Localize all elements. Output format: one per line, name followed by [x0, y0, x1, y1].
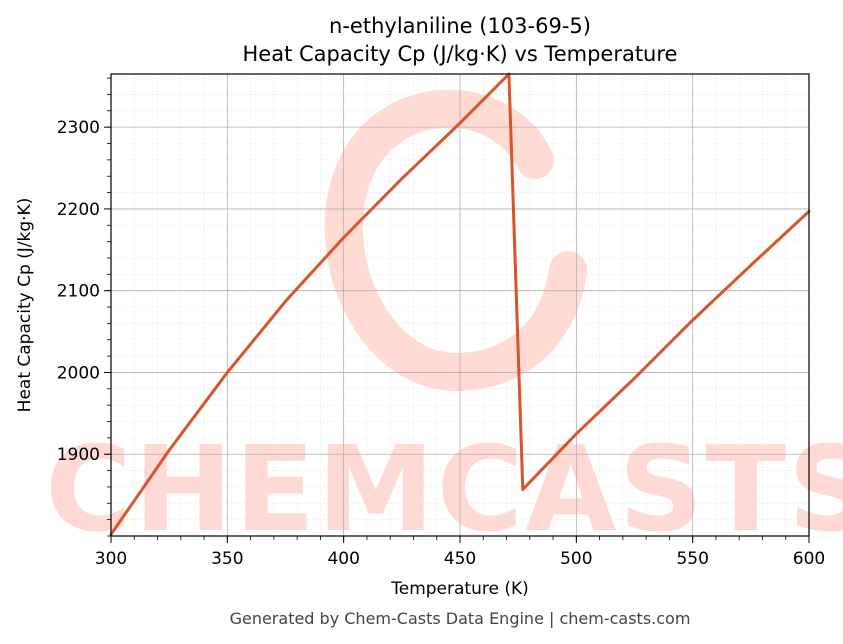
y-tick-label: 2100 — [57, 282, 100, 302]
series-line — [109, 72, 811, 536]
watermark-ring-icon — [324, 89, 587, 392]
series-layer — [109, 72, 811, 536]
y-tick-label: 2000 — [57, 363, 100, 383]
x-tick-label: 500 — [560, 549, 592, 569]
x-tick-label: 350 — [211, 549, 243, 569]
y-tick-label: 2300 — [57, 118, 100, 138]
x-tick-label: 400 — [327, 549, 359, 569]
y-tick-label: 2200 — [57, 200, 100, 220]
watermark-text: CHEMCASTS — [45, 420, 843, 558]
x-tick-label: 550 — [676, 549, 708, 569]
y-tick-label: 1900 — [57, 445, 100, 465]
footer-credit: Generated by Chem-Casts Data Engine | ch… — [230, 609, 691, 628]
y-axis-ticks: 1900 2000 2100 2200 2300 — [57, 77, 111, 537]
x-axis-label: Temperature (K) — [390, 579, 529, 599]
watermark-logo: CHEMCASTS — [45, 89, 843, 558]
y-axis-label: Heat Capacity Cp (J/kg·K) — [15, 198, 35, 413]
x-axis-ticks: 300 350 400 450 500 550 600 — [95, 536, 825, 569]
chart-title-line-2: Heat Capacity Cp (J/kg·K) vs Temperature — [243, 42, 678, 66]
x-tick-label: 450 — [444, 549, 476, 569]
x-tick-label: 600 — [793, 549, 825, 569]
chart-title-line-1: n-ethylaniline (103-69-5) — [329, 14, 591, 38]
x-tick-label: 300 — [95, 549, 127, 569]
